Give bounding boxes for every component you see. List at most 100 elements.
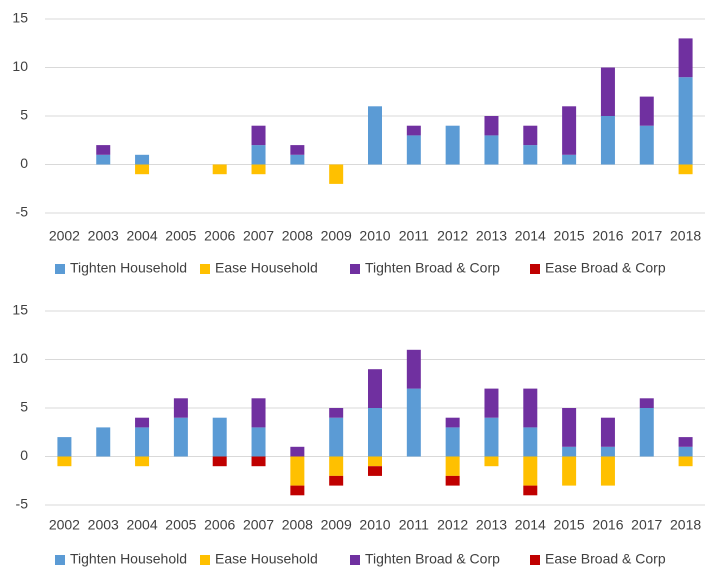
x-tick-label: 2013 xyxy=(476,517,507,533)
legend-label: Tighten Broad & Corp xyxy=(365,551,500,567)
bar xyxy=(368,466,382,476)
bar xyxy=(484,388,499,418)
bar xyxy=(562,446,577,457)
bar xyxy=(329,164,344,184)
x-tick-label: 2016 xyxy=(592,228,623,244)
x-tick-label: 2011 xyxy=(399,228,429,244)
x-tick-label: 2010 xyxy=(359,228,390,244)
bar xyxy=(484,135,499,165)
y-tick-label: 5 xyxy=(20,107,28,123)
x-tick-label: 2015 xyxy=(554,517,585,533)
bar xyxy=(445,125,460,165)
bar xyxy=(600,446,615,457)
bar xyxy=(523,145,538,165)
bar xyxy=(96,154,111,165)
bar xyxy=(678,437,693,447)
bar xyxy=(368,456,382,467)
x-tick-label: 2012 xyxy=(437,517,468,533)
legend-swatch xyxy=(350,264,360,274)
bar xyxy=(406,349,421,389)
bar xyxy=(678,38,693,78)
y-tick-label: 0 xyxy=(20,155,28,171)
bar xyxy=(368,408,382,457)
bar xyxy=(562,408,577,447)
bar xyxy=(523,485,538,496)
y-tick-label: 5 xyxy=(20,399,28,415)
bar xyxy=(445,427,460,457)
x-tick-label: 2011 xyxy=(399,517,429,533)
bar xyxy=(562,106,577,155)
y-tick-label: 15 xyxy=(12,302,28,318)
bar xyxy=(290,485,305,496)
bar xyxy=(290,145,305,155)
bar xyxy=(678,77,693,165)
bar xyxy=(251,398,266,428)
x-tick-label: 2003 xyxy=(88,517,119,533)
bar xyxy=(96,427,111,457)
x-tick-label: 2003 xyxy=(88,228,119,244)
bar xyxy=(212,456,227,467)
x-tick-label: 2016 xyxy=(592,517,623,533)
bar xyxy=(173,417,188,457)
y-tick-label: 10 xyxy=(12,350,28,366)
bar xyxy=(212,417,227,457)
bar xyxy=(135,417,150,428)
legend-swatch xyxy=(55,264,65,274)
legend-label: Ease Household xyxy=(215,260,318,276)
bar xyxy=(135,456,150,467)
x-tick-label: 2007 xyxy=(243,228,274,244)
x-tick-label: 2017 xyxy=(631,228,662,244)
x-tick-label: 2005 xyxy=(165,517,196,533)
bar xyxy=(523,125,538,146)
x-tick-label: 2009 xyxy=(321,517,352,533)
legend-swatch xyxy=(200,555,210,565)
bar xyxy=(484,116,499,136)
x-tick-label: 2009 xyxy=(321,228,352,244)
bar xyxy=(251,427,266,457)
x-tick-label: 2008 xyxy=(282,517,313,533)
bar xyxy=(406,388,421,457)
x-tick-label: 2004 xyxy=(126,517,157,533)
bar xyxy=(368,369,382,408)
bar xyxy=(639,408,654,457)
bar xyxy=(96,145,111,155)
bar xyxy=(329,408,344,418)
bar xyxy=(406,135,421,165)
y-tick-label: 0 xyxy=(20,447,28,463)
bar xyxy=(251,456,266,467)
bar xyxy=(290,446,305,457)
bar xyxy=(600,116,615,165)
legend-label: Tighten Broad & Corp xyxy=(365,260,500,276)
bar xyxy=(523,427,538,457)
x-tick-label: 2015 xyxy=(554,228,585,244)
y-tick-label: -5 xyxy=(16,204,29,220)
x-tick-label: 2014 xyxy=(515,228,546,244)
bar xyxy=(600,417,615,447)
x-tick-label: 2006 xyxy=(204,228,235,244)
bar xyxy=(290,154,305,165)
x-tick-label: 2007 xyxy=(243,517,274,533)
x-tick-label: 2018 xyxy=(670,517,701,533)
x-tick-label: 2004 xyxy=(126,228,157,244)
y-tick-label: -5 xyxy=(16,496,29,512)
bar xyxy=(523,388,538,428)
x-tick-label: 2010 xyxy=(359,517,390,533)
bar xyxy=(329,417,344,457)
bar xyxy=(173,398,188,418)
y-tick-label: 10 xyxy=(12,58,28,74)
x-tick-label: 2012 xyxy=(437,228,468,244)
bar xyxy=(562,154,577,165)
bar xyxy=(445,456,460,476)
x-tick-label: 2018 xyxy=(670,228,701,244)
bar xyxy=(445,475,460,486)
bar xyxy=(368,106,382,165)
x-tick-label: 2005 xyxy=(165,228,196,244)
bar xyxy=(290,456,305,486)
legend-swatch xyxy=(200,264,210,274)
bar xyxy=(329,475,344,486)
bar xyxy=(135,427,150,457)
legend-label: Ease Broad & Corp xyxy=(545,260,666,276)
bar xyxy=(135,154,150,165)
bar xyxy=(251,145,266,165)
